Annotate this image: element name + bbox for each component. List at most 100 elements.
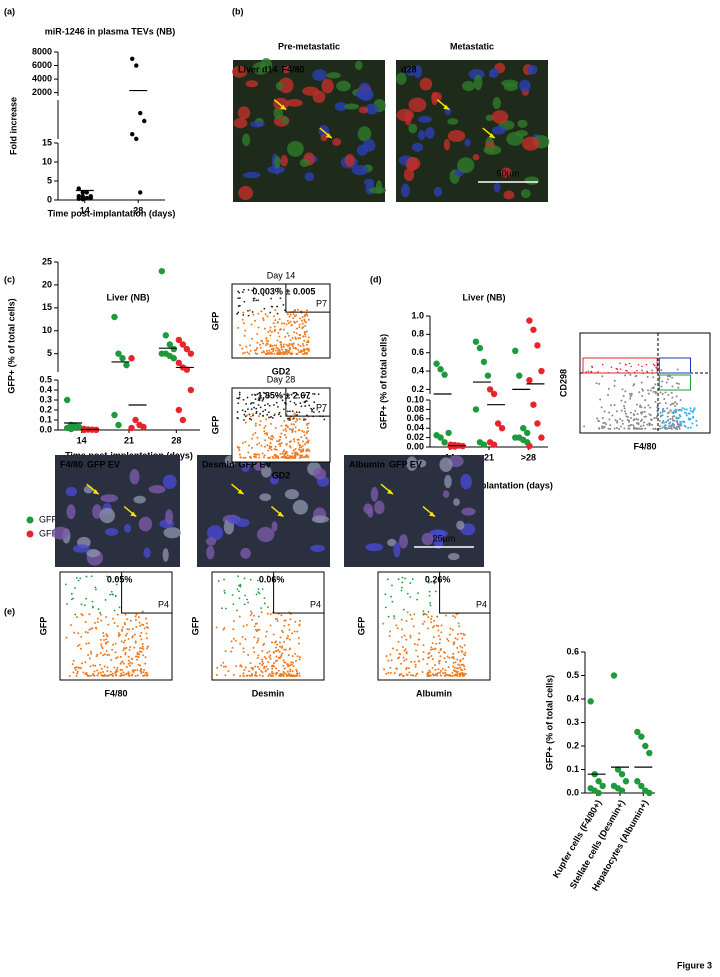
event-dot (238, 453, 241, 456)
event-dot (629, 411, 632, 414)
event-dot (289, 320, 292, 323)
event-dot (102, 632, 105, 635)
event-dot (639, 420, 642, 423)
event-dot (297, 337, 300, 340)
event-dot (305, 450, 308, 453)
y-tick-label: 0.0 (566, 787, 579, 797)
cell-blob (460, 473, 472, 490)
event-dot (312, 407, 315, 410)
event-dot (410, 618, 413, 621)
cell-blob (447, 129, 466, 142)
event-dot (242, 314, 245, 316)
cell-blob (299, 158, 310, 168)
event-dot (302, 430, 305, 433)
event-dot (74, 613, 77, 616)
event-dot (267, 411, 270, 414)
event-dot (447, 666, 450, 669)
event-dot (292, 392, 295, 394)
event-dot (133, 633, 136, 636)
event-dot (257, 665, 260, 668)
event-dot (431, 626, 434, 629)
event-dot (647, 404, 650, 407)
event-dot (215, 674, 218, 677)
data-point (472, 338, 480, 345)
cell-blob (233, 117, 248, 129)
event-dot (248, 670, 251, 673)
event-dot (129, 619, 132, 622)
event-dot (276, 455, 279, 458)
event-dot (666, 375, 669, 378)
event-dot (684, 425, 687, 428)
data-point (138, 190, 143, 195)
event-dot (126, 628, 129, 631)
event-dot (111, 672, 114, 675)
event-dot (393, 617, 396, 620)
event-dot (241, 318, 244, 321)
event-dot (296, 419, 299, 422)
y-tick-label: 2000 (32, 87, 52, 97)
event-dot (145, 617, 148, 620)
event-dot (603, 410, 606, 413)
event-dot (244, 456, 247, 459)
event-dot (134, 674, 137, 677)
event-dot (292, 423, 295, 426)
event-dot (461, 669, 464, 672)
event-dot (668, 422, 671, 425)
flow-y-label: GFP (210, 416, 220, 435)
cell-blob (240, 547, 251, 559)
event-dot (456, 646, 459, 649)
cell-blob (241, 462, 250, 472)
event-dot (282, 673, 285, 676)
cell-blob (400, 183, 410, 198)
event-dot (427, 610, 430, 613)
event-dot (295, 314, 298, 317)
chart-title: Liver (NB) (106, 292, 149, 302)
event-dot (105, 616, 108, 619)
event-dot (267, 331, 270, 334)
event-dot (652, 427, 655, 430)
event-dot (288, 349, 291, 352)
event-dot (443, 657, 446, 660)
event-dot (456, 674, 459, 677)
event-dot (391, 600, 394, 603)
event-dot (122, 671, 125, 674)
event-dot (281, 452, 284, 455)
event-dot (409, 596, 412, 598)
event-dot (292, 665, 295, 668)
gate (658, 374, 691, 391)
event-dot (279, 328, 282, 331)
event-dot (639, 404, 642, 407)
event-dot (260, 611, 263, 614)
event-dot (108, 575, 111, 578)
event-dot (102, 654, 105, 657)
event-dot (302, 335, 305, 338)
event-dot (254, 628, 257, 631)
event-dot (140, 623, 143, 626)
event-dot (440, 648, 443, 651)
data-point (618, 787, 626, 794)
event-dot (444, 674, 447, 677)
data-point (115, 350, 122, 357)
event-dot (410, 674, 413, 677)
flow-y-label: GFP (356, 617, 366, 636)
data-point (175, 359, 183, 367)
event-dot (244, 666, 247, 669)
micrograph-label: GFP EV (87, 459, 120, 469)
event-dot (458, 664, 461, 667)
event-dot (222, 661, 225, 664)
event-dot (249, 662, 252, 665)
event-dot (277, 669, 280, 672)
event-dot (629, 373, 632, 376)
cell-blob (123, 524, 132, 533)
event-dot (401, 581, 404, 584)
event-dot (297, 637, 300, 640)
event-dot (125, 646, 128, 649)
event-dot (398, 656, 401, 659)
event-dot (81, 614, 84, 617)
event-dot (260, 670, 263, 673)
event-dot (403, 634, 406, 637)
event-dot (242, 674, 245, 677)
event-dot (246, 351, 249, 354)
event-dot (137, 663, 140, 666)
event-dot (672, 419, 675, 422)
